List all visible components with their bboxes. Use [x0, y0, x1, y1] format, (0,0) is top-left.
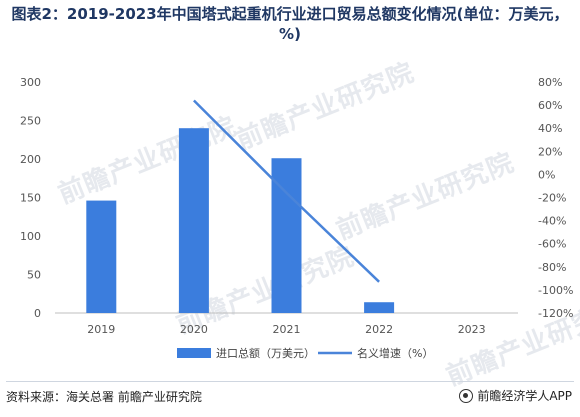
x-tick-label: 2022 — [365, 323, 393, 336]
footer-divider — [6, 381, 574, 382]
y-left-tick-label: 50 — [27, 269, 41, 282]
brand-label: 前瞻经济学人APP — [477, 389, 572, 403]
chart-canvas: 0 50 100 150 200 250 300 -120% -100% -80% -60% -40%… — [20, 76, 573, 360]
x-tick-label: 2019 — [87, 323, 115, 336]
y-right-tick-label: 20% — [538, 145, 562, 158]
y-left-tick-label: 250 — [20, 115, 41, 128]
y-right-tick-label: -40% — [538, 215, 566, 228]
y-left-tick-label: 100 — [20, 230, 41, 243]
y-right-tick-label: 40% — [538, 122, 562, 135]
y-right-tick-label: 60% — [538, 99, 562, 112]
y-right-tick-label: 80% — [538, 76, 562, 89]
x-tick-label: 2021 — [273, 323, 301, 336]
y-left-tick-label: 300 — [20, 76, 41, 89]
y-right-tick-label: -80% — [538, 261, 566, 274]
x-tick-label: 2023 — [458, 323, 486, 336]
y-right-tick-label: -100% — [538, 284, 573, 297]
growth-line — [193, 99, 380, 283]
bar — [86, 200, 117, 313]
y-right-tick-label: -120% — [538, 307, 573, 320]
bar — [364, 302, 395, 313]
source-note: 资料来源：海关总署 前瞻产业研究院 — [6, 390, 202, 404]
bar — [178, 128, 209, 313]
y-right-tick-label: 0% — [538, 168, 555, 181]
y-left-tick-label: 0 — [34, 307, 41, 320]
brand-logo-icon — [459, 388, 474, 403]
legend-line-label: 名义增速（%） — [357, 346, 433, 360]
brand-mark: 前瞻经济学人APP — [459, 387, 572, 404]
y-right-tick-label: -20% — [538, 192, 566, 205]
y-right-tick-label: -60% — [538, 238, 566, 251]
chart-title: 图表2：2019-2023年中国塔式起重机行业进口贸易总额变化情况(单位：万美元… — [11, 5, 569, 43]
y-left-tick-label: 200 — [20, 153, 41, 166]
legend-bar-label: 进口总额（万美元） — [216, 346, 315, 360]
legend-bar-swatch — [177, 348, 211, 358]
y-left-tick-label: 150 — [20, 192, 41, 205]
x-tick-label: 2020 — [180, 323, 208, 336]
